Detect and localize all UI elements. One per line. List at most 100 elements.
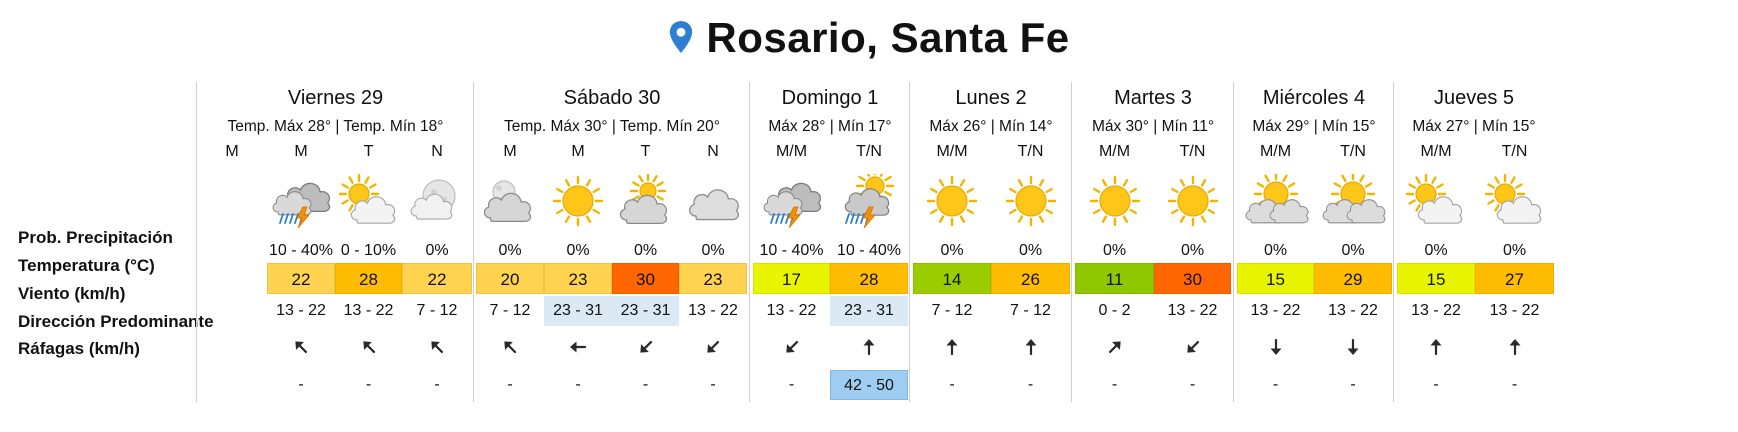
temperature-cell: 22 bbox=[402, 263, 472, 294]
period-column: T/N 10 - 40% 28 23 - 31 42 - 50 bbox=[830, 82, 908, 402]
period-column: M 10 - 40% 22 13 - 22 - bbox=[267, 82, 335, 402]
precip-value: 10 - 40% bbox=[759, 242, 824, 259]
period-label: M/M bbox=[775, 143, 808, 160]
temperature-cell: 30 bbox=[1154, 263, 1231, 294]
precip-value: 0 - 10% bbox=[340, 242, 397, 259]
sun-icon bbox=[918, 174, 986, 228]
temperature-cell: 26 bbox=[991, 263, 1070, 294]
wind-direction-arrow-icon bbox=[1505, 337, 1525, 357]
precip-value: 10 - 40% bbox=[268, 242, 334, 259]
label-gusts: Ráfagas (km/h) bbox=[18, 339, 140, 358]
temperature-cell: 22 bbox=[267, 263, 335, 294]
wind-direction-arrow-icon bbox=[427, 337, 447, 357]
sun-storm-icon bbox=[835, 166, 903, 229]
day-name: Martes 3 bbox=[1114, 87, 1192, 109]
wind-direction-arrow-icon bbox=[500, 337, 520, 357]
wind-speed: 13 - 22 bbox=[688, 302, 738, 319]
day-name: Miércoles 4 bbox=[1262, 87, 1366, 109]
period-column: T 0% 30 23 - 31 - bbox=[612, 82, 679, 402]
precip-value: 0% bbox=[1102, 242, 1127, 259]
gust-value: - bbox=[365, 376, 372, 393]
day-name: Domingo 1 bbox=[781, 87, 879, 109]
wind-direction-arrow-icon bbox=[1343, 337, 1363, 357]
wind-direction-arrow-icon bbox=[782, 337, 802, 357]
wind-speed: 13 - 22 bbox=[276, 302, 326, 319]
day-temp-range: Máx 26° | Mín 14° bbox=[929, 118, 1053, 135]
period-label: N bbox=[707, 143, 719, 160]
gust-value: - bbox=[1272, 376, 1279, 393]
temperature-cell: 17 bbox=[753, 263, 830, 294]
sun-cloud-dark-icon bbox=[612, 172, 680, 228]
period-label: M bbox=[503, 143, 517, 160]
temperature-cell: 23 bbox=[544, 263, 612, 294]
temperature-cell: 14 bbox=[913, 263, 991, 294]
precip-value: 0% bbox=[701, 242, 725, 259]
period-column: N 0% 22 7 - 12 - bbox=[402, 82, 472, 402]
day-temp-range: Temp. Máx 28° | Temp. Mín 18° bbox=[227, 118, 444, 135]
wind-speed: 13 - 22 bbox=[1250, 302, 1301, 319]
wind-speed: 7 - 12 bbox=[931, 302, 973, 319]
wind-direction-arrow-icon bbox=[636, 337, 656, 357]
day-name: Sábado 30 bbox=[563, 87, 661, 109]
wind-direction-arrow-icon bbox=[359, 337, 379, 357]
storm-cloud-icon bbox=[267, 174, 335, 229]
temperature-cell: 27 bbox=[1475, 263, 1554, 294]
period-label: M bbox=[225, 143, 239, 160]
period-column: M bbox=[218, 82, 246, 402]
period-column: T/N 0% 29 13 - 22 - bbox=[1314, 82, 1392, 402]
period-label: M/M bbox=[1098, 143, 1131, 160]
cloud-sun-icon bbox=[1242, 171, 1310, 228]
label-temperature: Temperatura (°C) bbox=[18, 256, 155, 275]
period-label: T/N bbox=[1017, 143, 1044, 160]
wind-speed: 13 - 22 bbox=[766, 302, 817, 319]
cloud-icon bbox=[679, 174, 747, 228]
period-column: T/N 0% 26 7 - 12 - bbox=[991, 82, 1070, 402]
day-temp-range: Máx 29° | Mín 15° bbox=[1252, 118, 1376, 135]
precip-value: 0% bbox=[1341, 242, 1365, 259]
temperature-cell: 29 bbox=[1314, 263, 1392, 294]
gust-value: - bbox=[1350, 376, 1356, 393]
day-name: Lunes 2 bbox=[955, 87, 1027, 109]
temperature-cell: 28 bbox=[830, 263, 908, 294]
temperature-cell: 30 bbox=[612, 263, 679, 294]
label-direction: Dirección Predominante bbox=[18, 312, 214, 331]
wind-speed: 13 - 22 bbox=[1167, 302, 1218, 319]
label-precip: Prob. Precipitación bbox=[18, 228, 173, 247]
gust-value: - bbox=[507, 376, 513, 393]
gust-value: - bbox=[1511, 376, 1518, 393]
period-label: M/M bbox=[936, 143, 968, 160]
location-pin-icon bbox=[670, 21, 693, 53]
day-name: Jueves 5 bbox=[1433, 87, 1515, 109]
temperature-cell: 11 bbox=[1075, 263, 1154, 294]
precip-value: 0% bbox=[498, 242, 522, 259]
precip-value: 0% bbox=[425, 242, 449, 259]
period-column: T 0 - 10% 28 13 - 22 - bbox=[335, 82, 402, 402]
wind-speed: 13 - 22 bbox=[343, 302, 394, 319]
location-name: Rosario, Santa Fe bbox=[706, 14, 1070, 61]
gust-value: - bbox=[710, 376, 716, 393]
gust-value: - bbox=[434, 376, 440, 393]
period-column: M 0% 20 7 - 12 - bbox=[476, 82, 544, 402]
day-temp-range: Máx 28° | Mín 17° bbox=[768, 118, 892, 135]
gust-value: 42 - 50 bbox=[830, 370, 908, 400]
precip-value: 10 - 40% bbox=[836, 242, 902, 259]
sun-cloud-icon bbox=[1481, 173, 1549, 228]
gust-value: - bbox=[1189, 376, 1196, 393]
precip-value: 0% bbox=[1263, 242, 1288, 259]
wind-speed: 13 - 22 bbox=[1489, 302, 1540, 319]
gust-value: - bbox=[642, 376, 649, 393]
gust-value: - bbox=[949, 376, 955, 393]
temperature-cell: 28 bbox=[335, 263, 402, 294]
period-label: T bbox=[363, 143, 374, 160]
period-column: M/M 0% 15 13 - 22 - bbox=[1237, 82, 1314, 402]
day-column: Miércoles 4 Máx 29° | Mín 15° M/M 0% 15 13 -… bbox=[1233, 82, 1394, 402]
day-column: Domingo 1 Máx 28° | Mín 17° M/M 10 - 40% 17… bbox=[749, 82, 910, 402]
wind-direction-arrow-icon bbox=[1266, 337, 1286, 357]
page-title: Rosario, Santa Fe bbox=[0, 14, 1738, 62]
period-label: T/N bbox=[1340, 143, 1366, 160]
wind-direction-arrow-icon bbox=[1105, 337, 1125, 357]
moon-cloud-dark-icon bbox=[476, 174, 544, 228]
period-column: M/M 10 - 40% 17 13 - 22 - bbox=[753, 82, 830, 402]
wind-direction-arrow-icon bbox=[1021, 337, 1041, 357]
gust-value: - bbox=[298, 376, 304, 393]
